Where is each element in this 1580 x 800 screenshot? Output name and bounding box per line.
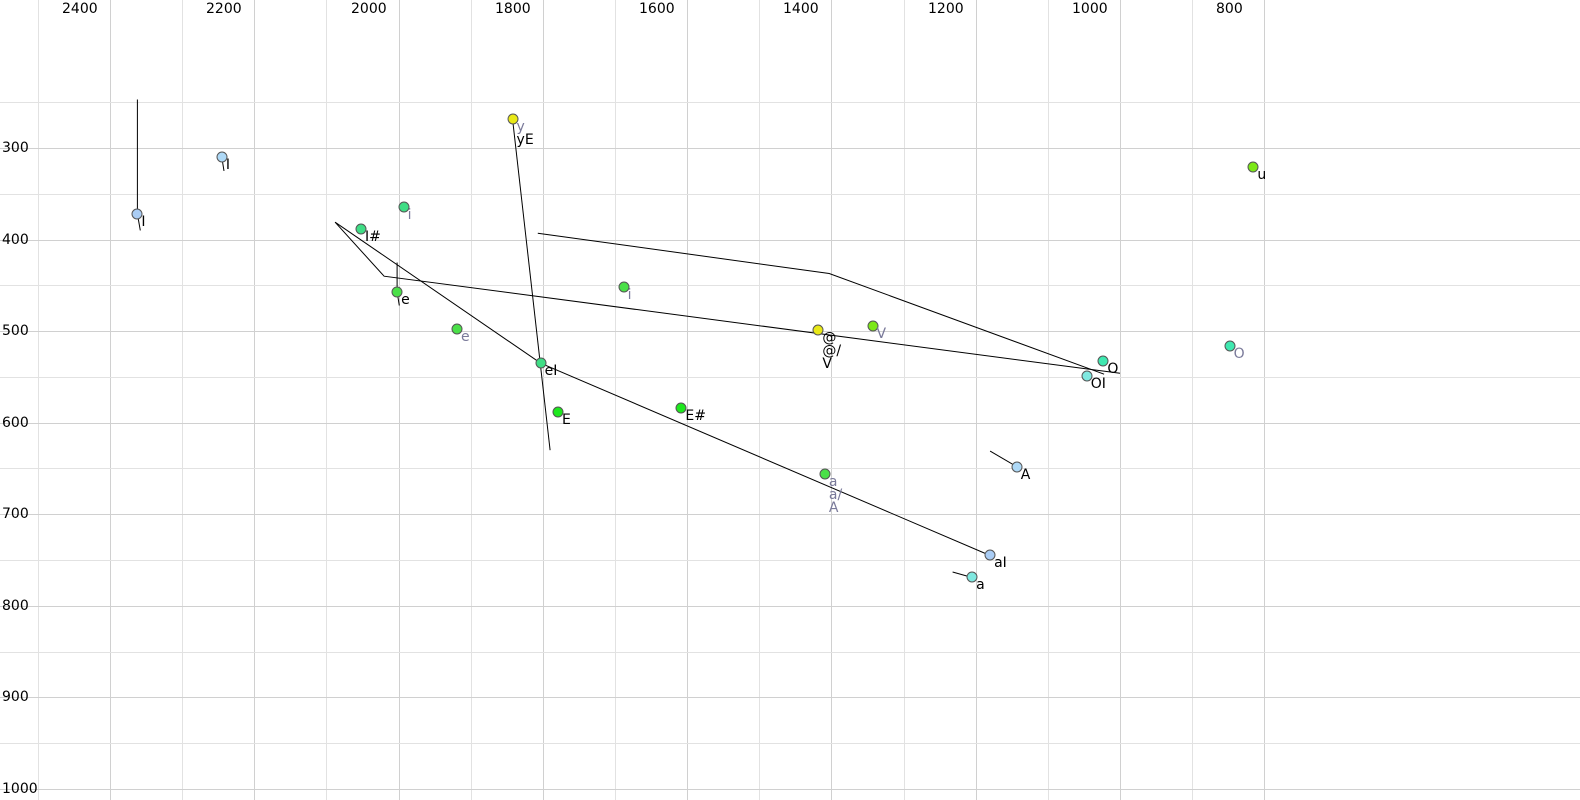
data-point-label: eI: [544, 363, 558, 380]
data-point-marker[interactable]: [1011, 461, 1023, 473]
data-point-marker[interactable]: [391, 286, 403, 298]
x-axis-tick-label: 1200: [928, 1, 964, 17]
data-point-marker[interactable]: [675, 402, 687, 414]
data-point-label: A: [828, 499, 839, 516]
data-point-label: e: [460, 329, 470, 346]
data-point-marker[interactable]: [507, 113, 519, 125]
y-axis-tick-label: 400: [2, 232, 29, 248]
data-point-label: i: [627, 287, 632, 304]
data-point-label: V: [876, 325, 887, 342]
data-point-label: a: [828, 473, 838, 490]
gridline-vertical-minor: [326, 0, 327, 800]
data-point-marker[interactable]: [451, 323, 463, 335]
gridline-vertical-major: [1120, 0, 1121, 800]
gridline-horizontal-major: [0, 606, 1580, 607]
data-point-label: i: [407, 206, 412, 223]
data-point-marker[interactable]: [398, 201, 410, 213]
data-point-marker[interactable]: [966, 571, 978, 583]
data-point-marker[interactable]: [535, 357, 547, 369]
data-point-label: E: [561, 411, 571, 428]
data-point-label: e: [401, 291, 410, 308]
data-point-label: A: [1020, 466, 1031, 483]
data-point-label: u: [1257, 167, 1267, 184]
x-axis-tick-label: 800: [1216, 1, 1243, 17]
gridline-horizontal-minor: [0, 194, 1580, 195]
data-point-label: aI: [994, 555, 1007, 572]
data-point-marker[interactable]: [1224, 340, 1236, 352]
data-point-marker[interactable]: [216, 151, 228, 163]
data-point-label: @/: [822, 343, 842, 360]
x-axis-tick-label: 1600: [639, 1, 675, 17]
data-point-marker[interactable]: [1097, 355, 1109, 367]
data-point-marker[interactable]: [819, 468, 831, 480]
gridline-vertical-minor: [1192, 0, 1193, 800]
y-axis-tick-label: 600: [2, 415, 29, 431]
x-axis-tick-label: 1000: [1072, 1, 1108, 17]
gridline-horizontal-major: [0, 148, 1580, 149]
y-axis-tick-label: 300: [2, 140, 29, 156]
data-point-label: I: [141, 213, 146, 230]
data-point-label: O: [1107, 361, 1119, 378]
gridline-horizontal-major: [0, 697, 1580, 698]
gridline-vertical-minor: [182, 0, 183, 800]
data-point-label: I#: [365, 229, 381, 246]
data-point-label: y: [516, 118, 525, 135]
data-point-marker[interactable]: [812, 324, 824, 336]
data-point-marker[interactable]: [1081, 370, 1093, 382]
y-axis-tick-label: 500: [2, 323, 29, 339]
data-point-label: OI: [1090, 376, 1106, 392]
data-point-label: V: [822, 356, 832, 373]
gridline-vertical-major: [254, 0, 255, 800]
data-point-marker[interactable]: [984, 549, 996, 561]
data-point-label: @: [822, 330, 837, 347]
data-point-marker[interactable]: [355, 223, 367, 235]
x-axis-tick-label: 1800: [495, 1, 531, 17]
y-axis-tick-label: 800: [2, 598, 29, 614]
data-point-label: O: [1233, 345, 1245, 362]
y-axis-tick-label: 900: [2, 689, 29, 705]
data-point-label: yE: [516, 131, 534, 148]
data-point-label: E#: [685, 408, 706, 425]
data-point-marker[interactable]: [867, 320, 879, 332]
x-axis-tick-label: 2200: [206, 1, 242, 17]
gridline-vertical-minor: [38, 0, 39, 800]
x-axis-tick-label: 2400: [62, 1, 98, 17]
gridline-horizontal-minor: [0, 652, 1580, 653]
x-axis-tick-label: 2000: [351, 1, 387, 17]
data-point-marker[interactable]: [131, 208, 143, 220]
gridline-vertical-major: [110, 0, 111, 800]
y-axis-tick-label: 1000: [2, 781, 38, 797]
data-point-label: I: [225, 157, 230, 174]
data-point-label: a/: [828, 486, 843, 503]
data-point-marker[interactable]: [1247, 161, 1259, 173]
gridline-horizontal-minor: [0, 560, 1580, 561]
gridline-vertical-minor: [1048, 0, 1049, 800]
gridline-vertical-major: [1264, 0, 1265, 800]
gridline-horizontal-minor: [0, 102, 1580, 103]
data-point-marker[interactable]: [618, 281, 630, 293]
data-point-label: a: [976, 577, 985, 594]
x-axis-tick-label: 1400: [783, 1, 819, 17]
gridline-horizontal-major: [0, 789, 1580, 790]
gridline-horizontal-minor: [0, 743, 1580, 744]
data-point-marker[interactable]: [552, 406, 564, 418]
y-axis-tick-label: 700: [2, 506, 29, 522]
